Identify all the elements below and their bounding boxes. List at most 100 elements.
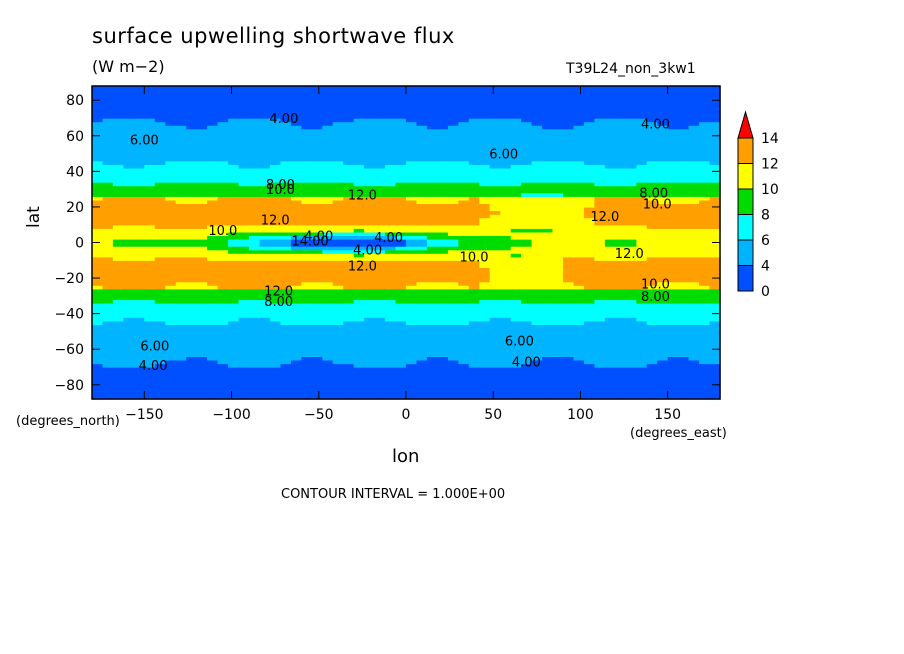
map-cell: [269, 167, 281, 172]
map-cell: [385, 377, 397, 382]
map-cell: [165, 320, 177, 325]
map-cell: [542, 324, 554, 329]
map-cell: [154, 345, 166, 350]
map-cell: [92, 391, 104, 397]
map-cell: [269, 263, 281, 268]
map-cell: [301, 178, 313, 183]
map-cell: [563, 349, 575, 354]
map-cell: [604, 146, 616, 151]
map-cell: [573, 189, 585, 194]
map-cell: [479, 164, 491, 169]
map-cell: [186, 132, 198, 137]
map-cell: [364, 217, 376, 222]
map-cell: [207, 238, 219, 244]
map-cell: [531, 118, 543, 123]
map-cell: [165, 203, 177, 208]
map-cell: [563, 103, 575, 108]
map-cell: [406, 249, 418, 254]
map-cell: [322, 139, 334, 144]
map-cell: [552, 103, 564, 108]
map-cell: [102, 249, 114, 254]
map-cell: [133, 167, 145, 172]
map-cell: [667, 285, 679, 290]
map-cell: [374, 253, 386, 258]
map-cell: [353, 118, 365, 123]
map-cell: [625, 174, 637, 180]
map-cell: [238, 374, 250, 379]
map-cell: [510, 267, 522, 272]
map-cell: [311, 324, 323, 329]
map-cell: [385, 146, 397, 151]
map-cell: [332, 313, 344, 318]
map-cell: [238, 324, 250, 329]
map-cell: [500, 128, 512, 133]
map-cell: [426, 171, 438, 176]
map-cell: [228, 167, 240, 172]
map-cell: [269, 278, 281, 283]
map-cell: [332, 210, 344, 215]
map-cell: [102, 174, 114, 180]
map-cell: [112, 128, 124, 133]
map-cell: [112, 299, 124, 304]
map-cell: [458, 256, 470, 261]
map-cell: [573, 377, 585, 382]
map-cell: [678, 157, 690, 162]
map-cell: [583, 206, 595, 212]
map-cell: [594, 157, 606, 162]
map-cell: [228, 185, 240, 190]
map-cell: [678, 384, 690, 389]
map-cell: [269, 295, 281, 301]
map-cell: [510, 299, 522, 304]
map-cell: [615, 146, 627, 151]
map-cell: [542, 238, 554, 244]
map-cell: [646, 377, 658, 382]
map-cell: [186, 345, 198, 350]
map-cell: [636, 121, 648, 126]
map-cell: [259, 178, 271, 183]
map-cell: [468, 182, 480, 187]
map-cell: [395, 178, 407, 183]
map-cell: [217, 235, 229, 240]
map-cell: [123, 285, 135, 290]
map-cell: [364, 320, 376, 325]
map-cell: [552, 238, 564, 244]
map-cell: [489, 295, 501, 301]
map-cell: [542, 370, 554, 375]
map-cell: [385, 281, 397, 286]
map-cell: [290, 260, 302, 265]
map-cell: [447, 221, 459, 226]
map-cell: [709, 114, 721, 119]
map-cell: [175, 327, 187, 333]
map-cell: [395, 271, 407, 276]
map-cell: [207, 295, 219, 301]
map-cell: [123, 324, 135, 329]
map-cell: [144, 246, 156, 251]
map-cell: [353, 256, 365, 261]
map-cell: [583, 324, 595, 329]
map-cell: [479, 345, 491, 350]
map-cell: [667, 338, 679, 343]
map-cell: [280, 182, 292, 187]
map-cell: [583, 214, 595, 219]
map-cell: [479, 335, 491, 340]
map-cell: [123, 367, 135, 372]
map-cell: [667, 331, 679, 336]
map-cell: [269, 292, 281, 297]
map-cell: [112, 303, 124, 308]
map-cell: [385, 206, 397, 212]
map-cell: [583, 160, 595, 165]
map-cell: [416, 278, 428, 283]
map-cell: [583, 199, 595, 204]
map-cell: [573, 267, 585, 272]
map-cell: [374, 174, 386, 180]
map-cell: [385, 338, 397, 343]
map-cell: [343, 174, 355, 180]
map-cell: [238, 114, 250, 119]
map-cell: [217, 256, 229, 261]
map-cell: [406, 306, 418, 311]
map-cell: [657, 125, 669, 130]
map-cell: [458, 164, 470, 169]
map-cell: [102, 146, 114, 151]
map-cell: [123, 107, 135, 112]
map-cell: [657, 281, 669, 286]
